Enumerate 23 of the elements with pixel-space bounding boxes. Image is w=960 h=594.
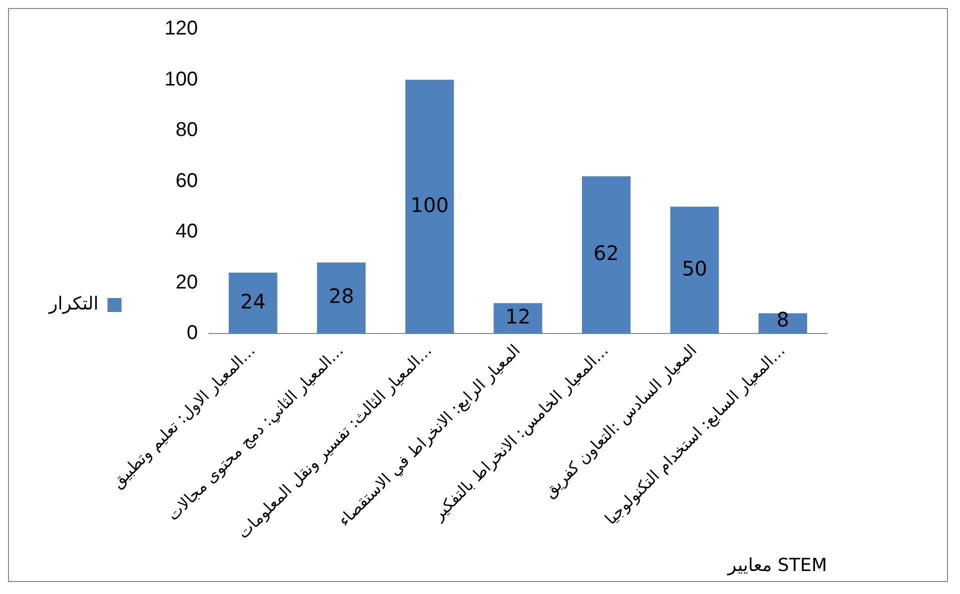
y-tick-label: 120: [164, 18, 198, 40]
y-tick-label: 100: [164, 68, 198, 90]
bar: [670, 206, 719, 334]
bar: [582, 176, 631, 334]
data-label: 62: [594, 241, 619, 266]
data-label: 8: [776, 308, 790, 332]
y-tick-label: 0: [186, 322, 198, 344]
bar: [758, 313, 808, 334]
bar: [317, 262, 366, 334]
data-label: 12: [505, 304, 531, 329]
data-label: 100: [410, 192, 449, 217]
data-label: 50: [682, 256, 708, 280]
data-label: 24: [240, 289, 266, 314]
bar: [494, 303, 542, 334]
x-axis-title: معايير STEM: [726, 554, 827, 576]
y-tick-label: 20: [176, 271, 198, 294]
data-label: 28: [328, 284, 354, 308]
bar: [228, 272, 278, 334]
y-tick-label: 60: [176, 170, 198, 192]
y-tick-label: 80: [176, 119, 198, 142]
bar: [405, 80, 454, 334]
legend-label: التكرار: [48, 294, 98, 315]
y-tick-label: 40: [176, 220, 198, 243]
